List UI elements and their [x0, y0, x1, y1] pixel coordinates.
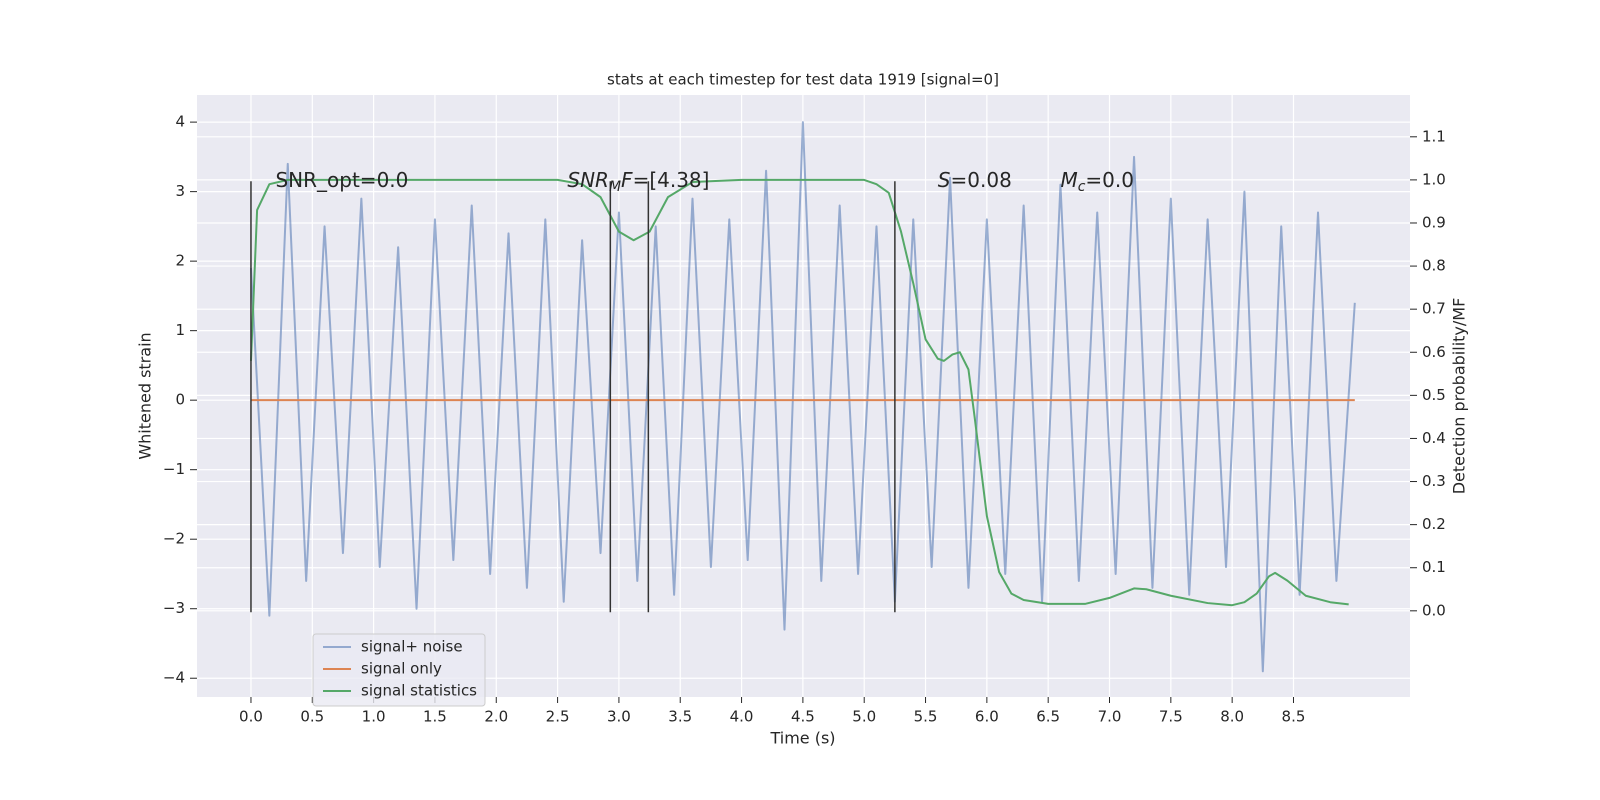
y-tick-label: −3 [163, 599, 185, 617]
x-tick-label: 4.5 [791, 708, 815, 726]
y2-tick-label: 1.1 [1422, 127, 1446, 145]
y-tick-label: −4 [163, 669, 185, 687]
legend-label: signal only [361, 660, 442, 678]
annotation: Mc=0.0 [1060, 168, 1134, 196]
x-tick-label: 7.0 [1098, 708, 1122, 726]
annotation-part: SNR [567, 168, 609, 192]
x-tick-label: 0.0 [239, 708, 263, 726]
y2-tick-label: 0.7 [1422, 300, 1446, 318]
legend-label: signal statistics [361, 682, 477, 700]
annotation-part: SNR_opt=0.0 [275, 168, 408, 192]
y-tick-label: −1 [163, 460, 185, 478]
annotation: SNRMF=[4.38] [567, 168, 709, 196]
y2-axis-label: Detection probability/MF [1450, 298, 1469, 495]
annotation-part: c [1078, 179, 1086, 195]
annotation: S=0.08 [938, 168, 1012, 192]
series-line [249, 178, 1349, 607]
x-tick-label: 1.5 [423, 708, 447, 726]
annotation-part: S [938, 168, 951, 192]
x-tick-label: 5.0 [852, 708, 876, 726]
y-tick-label: 2 [175, 252, 185, 270]
x-tick-label: 3.0 [607, 708, 631, 726]
x-tick-label: 5.5 [914, 708, 938, 726]
legend-label: signal+ noise [361, 638, 463, 656]
y2-tick-label: 0.4 [1422, 429, 1446, 447]
x-tick-label: 7.5 [1159, 708, 1183, 726]
plot-area [197, 95, 1410, 697]
x-tick-label: 2.0 [484, 708, 508, 726]
x-tick-label: 6.0 [975, 708, 999, 726]
y-tick-label: 4 [175, 113, 185, 131]
y2-tick-label: 0.6 [1422, 343, 1446, 361]
y2-tick-label: 0.9 [1422, 213, 1446, 231]
annotation-part: =0.0 [1085, 168, 1134, 192]
chart-title: stats at each timestep for test data 191… [607, 71, 999, 89]
y2-tick-label: 1.0 [1422, 170, 1446, 188]
x-tick-label: 4.0 [730, 708, 754, 726]
y-tick-label: 3 [175, 182, 185, 200]
y2-tick-label: 0.2 [1422, 515, 1446, 533]
y2-tick-label: 0.8 [1422, 257, 1446, 275]
y2-tick-label: 0.1 [1422, 558, 1446, 576]
x-tick-label: 0.5 [300, 708, 324, 726]
annotation-part: F [621, 168, 633, 192]
labels: 0.0 0.5 1.0 1.5 2.0 2.5 3.0 3.5 4.0 4.5 5.0 5.5 6.0 6… [163, 113, 1446, 726]
x-tick-label: 2.5 [546, 708, 570, 726]
y-tick-label: −2 [163, 530, 185, 548]
series-line [249, 121, 1356, 673]
x-tick-label: 8.0 [1220, 708, 1244, 726]
x-tick-label: 3.5 [668, 708, 692, 726]
y2-tick-label: 0.5 [1422, 386, 1446, 404]
grid [197, 95, 1410, 697]
marks [249, 121, 1356, 673]
y-tick-label: 0 [175, 391, 185, 409]
annotation-part: M [1060, 168, 1077, 192]
y2-tick-label: 0.0 [1422, 601, 1446, 619]
x-tick-label: 8.5 [1282, 708, 1306, 726]
annotation-part: =0.08 [951, 168, 1012, 192]
y-tick-label: 1 [175, 321, 185, 339]
y2-tick-label: 0.3 [1422, 472, 1446, 490]
annotation: SNR_opt=0.0 [275, 168, 408, 192]
annotation-part: M [609, 179, 621, 195]
legend-box [312, 633, 486, 707]
annotation-part: =[4.38] [633, 168, 710, 192]
y-axis-label: Whitened strain [136, 332, 155, 459]
legend: signal+ noise signal only signal statistic… [312, 633, 486, 707]
x-tick-label: 6.5 [1036, 708, 1060, 726]
x-axis-label: Time (s) [769, 729, 835, 748]
x-tick-label: 1.0 [362, 708, 386, 726]
